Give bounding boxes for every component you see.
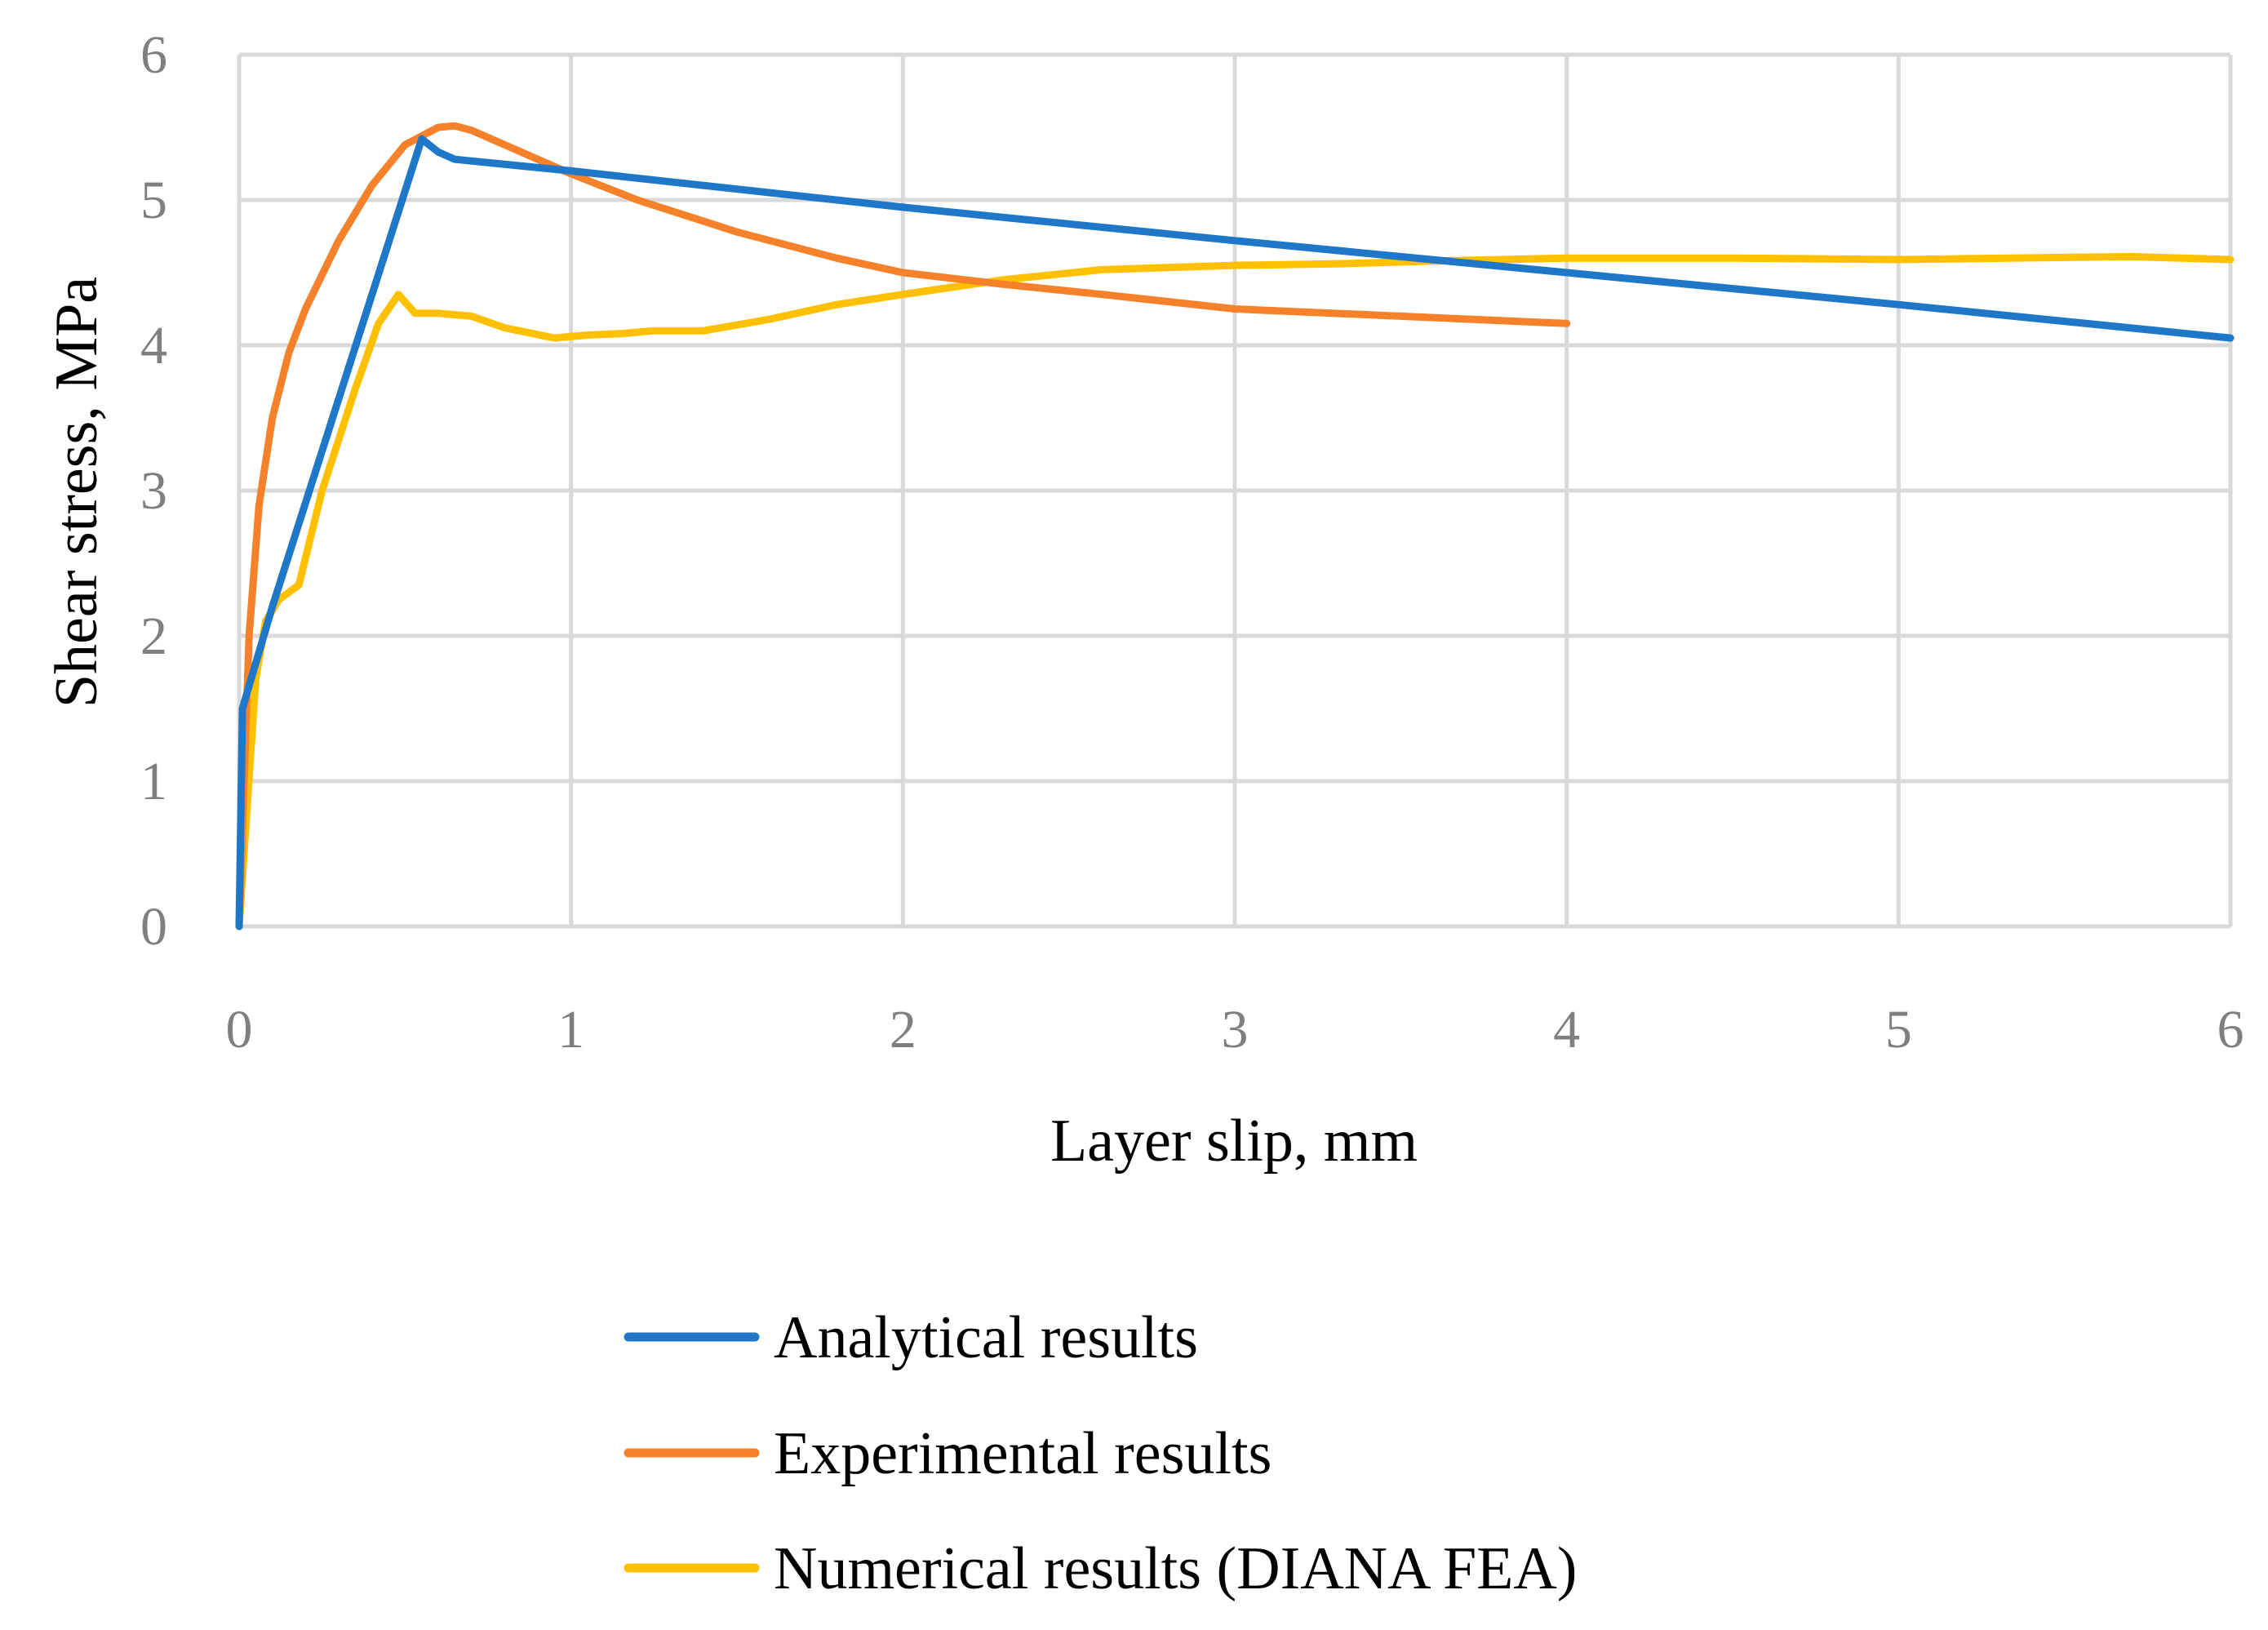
- y-axis-title: Shear stress, MPa: [43, 277, 110, 708]
- x-axis-title: Layer slip, mm: [1050, 1108, 1418, 1175]
- y-tick-label: 1: [140, 752, 167, 811]
- tick-labels: 0 1 2 3 4 5 6 0 1 2 3 4 5 6: [140, 25, 2244, 1059]
- y-tick-label: 0: [140, 897, 167, 957]
- legend-label-2: Experimental results: [774, 1420, 1272, 1487]
- legend-label-1: Analytical results: [774, 1304, 1198, 1371]
- legend: Analytical results Experimental results Nu…: [624, 1304, 1577, 1602]
- series-line-2: [235, 122, 1571, 930]
- series-lines: [235, 122, 2235, 930]
- x-tick-label: 4: [1553, 1000, 1580, 1059]
- x-tick-label: 0: [226, 1000, 253, 1059]
- legend-label-3: Numerical results (DIANA FEA): [774, 1535, 1577, 1602]
- x-tick-label: 1: [557, 1000, 584, 1059]
- x-tick-label: 2: [890, 1000, 917, 1059]
- x-tick-label: 3: [1222, 1000, 1249, 1059]
- y-tick-label: 5: [140, 171, 167, 230]
- x-tick-label: 5: [1885, 1000, 1912, 1059]
- grid: [237, 52, 2233, 929]
- series-line-1: [235, 135, 2235, 930]
- x-tick-label: 6: [2217, 1000, 2244, 1059]
- y-tick-label: 4: [140, 316, 167, 375]
- y-tick-label: 3: [140, 461, 167, 521]
- y-tick-label: 6: [140, 25, 167, 85]
- y-tick-label: 2: [140, 606, 167, 666]
